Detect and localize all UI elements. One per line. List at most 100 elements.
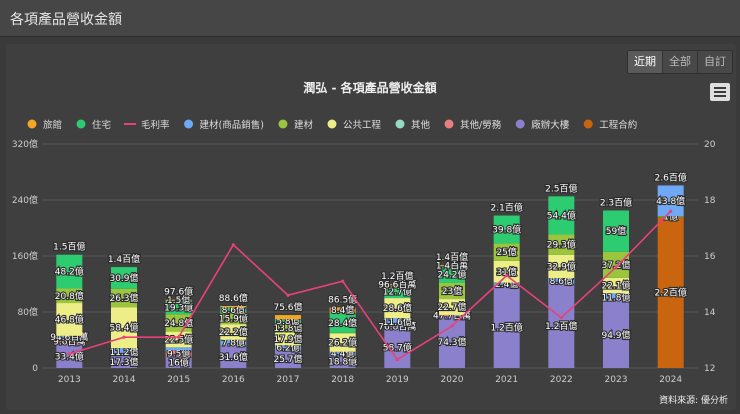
- bar-2013-segment-label-5: 48.2億: [55, 266, 84, 278]
- bar-2013-segment-label-4: 20.8億: [55, 290, 84, 302]
- bar-2013-segment-2: [56, 335, 83, 338]
- bar-total-label-2016: 88.6億: [219, 292, 248, 304]
- x-tick-label-8: 2021: [495, 375, 518, 385]
- bar-2022-segment-label-3: 29.3億: [547, 239, 576, 251]
- bar-2020-segment-label-4: 24.2億: [437, 268, 466, 280]
- legend-marker-5: [327, 119, 337, 129]
- legend-label-3: 建材(商品銷售): [200, 119, 264, 131]
- bar-2019-segment-1: [384, 326, 411, 327]
- bar-2016-segment-3: [220, 324, 247, 340]
- app-header: 各項產品營收金額: [0, 0, 740, 37]
- bar-2023-segment-label-2: 22.1億: [601, 280, 630, 292]
- bar-2014-segment-1: [111, 348, 137, 356]
- bar-2022-segment-label-4: 54.4億: [547, 209, 576, 221]
- bar-2017-segment-6: [275, 315, 301, 320]
- bar-2013-segment-1: [56, 337, 83, 345]
- margin-rate-point-10: [614, 265, 618, 269]
- range-custom-button[interactable]: 自訂: [698, 51, 732, 73]
- bar-2017-segment-3: [275, 332, 301, 346]
- x-tick-label-6: 2019: [386, 375, 409, 385]
- source-note: 資料來源: 優分析: [659, 396, 728, 406]
- legend-marker-3: [184, 119, 194, 129]
- bar-2023-segment-4: [603, 210, 629, 252]
- bar-2017-segment-label-0: 25.7億: [273, 353, 302, 365]
- bar-2014-segment-label-2: 58.4億: [109, 322, 138, 334]
- hamburger-menu-icon[interactable]: [710, 83, 730, 101]
- bar-2017-segment-5: [275, 319, 301, 324]
- bar-2021-segment-0: [493, 286, 520, 368]
- margin-rate-point-8: [505, 274, 509, 278]
- bar-total-label-2023: 2.3百億: [600, 197, 632, 209]
- bar-2018-segment-label-4: 28.4億: [328, 317, 357, 329]
- bar-2020-segment-label-0: 74.3億: [437, 336, 466, 348]
- range-selector: 近期 全部 自訂: [627, 50, 733, 74]
- bar-2014-segment-label-0: 17.3億: [109, 356, 138, 368]
- bar-2016-segment-5: [220, 307, 247, 314]
- bar-2018-segment-3: [329, 332, 356, 334]
- margin-rate-line: [69, 210, 672, 361]
- bar-2020-segment-1: [439, 314, 465, 316]
- bar-2021-segment-label-5: 39.8億: [492, 223, 521, 235]
- left-tick-label-2: 160億: [12, 250, 38, 262]
- bar-total-label-2015: 97.6億: [164, 286, 193, 298]
- legend-label-0: 旅館: [43, 119, 62, 131]
- bar-2019-segment-label-3: 28.6億: [383, 302, 412, 314]
- margin-rate-point-0: [67, 352, 71, 356]
- bar-2015-segment-3: [165, 331, 192, 348]
- bar-2015-segment-label-3: 22.5億: [164, 333, 193, 345]
- right-tick-label-1: 14: [704, 308, 716, 318]
- bar-2016-segment-0: [220, 345, 247, 368]
- right-tick-label-2: 16: [704, 252, 716, 262]
- bar-2020-segment-4: [439, 266, 465, 283]
- bar-2023-segment-label-4: 59億: [606, 225, 626, 237]
- legend-label-2: 毛利率: [141, 119, 170, 131]
- bar-2023-segment-1: [603, 293, 629, 302]
- bar-2018-segment-label-0: 18.8億: [328, 355, 357, 367]
- bar-2016-segment-4: [220, 313, 247, 325]
- bar-2017-segment-1: [275, 349, 301, 351]
- x-tick-label-2: 2015: [167, 375, 190, 385]
- bar-2019-segment-3: [384, 298, 411, 319]
- x-tick-label-3: 2016: [222, 375, 245, 385]
- bar-2013-segment-3: [56, 303, 83, 336]
- legend-marker-6: [395, 119, 405, 129]
- margin-rate-point-11: [669, 209, 673, 213]
- bar-2021-segment-label-0: 1.2百億: [491, 321, 523, 333]
- bar-2020-segment-label-2: 22.7億: [437, 301, 466, 313]
- bar-2023-segment-2: [603, 277, 629, 294]
- bar-2013-segment-5: [56, 254, 83, 289]
- margin-rate-point-7: [450, 324, 454, 328]
- left-tick-label-1: 80億: [18, 306, 38, 318]
- bar-2016-segment-label-5: 8.6億: [222, 304, 245, 316]
- right-tick-label-3: 18: [704, 196, 716, 206]
- x-tick-label-10: 2023: [605, 375, 628, 385]
- legend-marker-9: [583, 119, 593, 129]
- bar-total-label-2021: 2.1百億: [491, 202, 523, 214]
- legend-marker-0: [27, 119, 37, 129]
- right-tick-label-0: 12: [704, 364, 715, 374]
- bar-2023-segment-label-0: 94.9億: [601, 329, 630, 341]
- bar-2019-segment-2: [384, 318, 411, 327]
- margin-rate-point-5: [341, 279, 345, 283]
- range-all-button[interactable]: 全部: [663, 51, 698, 73]
- bar-2016-segment-label-3: 22.2億: [219, 326, 248, 338]
- bar-2024-segment-0: [657, 216, 684, 368]
- left-tick-label-3: 240億: [12, 194, 38, 206]
- bar-total-label-2019: 1.2百億: [381, 270, 413, 282]
- bar-2014-segment-label-1: 11.2億: [109, 346, 138, 358]
- bar-2020-segment-2: [439, 299, 465, 315]
- range-recent-button[interactable]: 近期: [628, 51, 663, 73]
- bar-2017-segment-label-3: 17.9億: [273, 333, 302, 345]
- bar-2018-segment-0: [329, 354, 356, 368]
- chart-title: 潤弘 - 各項產品營收金額: [303, 80, 436, 95]
- bar-2021-segment-2: [493, 282, 520, 286]
- legend-label-5: 公共工程: [343, 120, 382, 131]
- legend-label-7: 其他/勞務: [460, 119, 502, 131]
- bar-2015-segment-5: [165, 300, 192, 315]
- legend-label-8: 廠辦大樓: [531, 119, 570, 131]
- bar-2020-segment-label-5: 1.4百萬: [436, 260, 468, 272]
- x-tick-label-7: 2020: [441, 375, 464, 385]
- bar-2021-segment-4: [493, 243, 520, 261]
- bar-2022-segment-label-2: 32.9億: [547, 260, 576, 272]
